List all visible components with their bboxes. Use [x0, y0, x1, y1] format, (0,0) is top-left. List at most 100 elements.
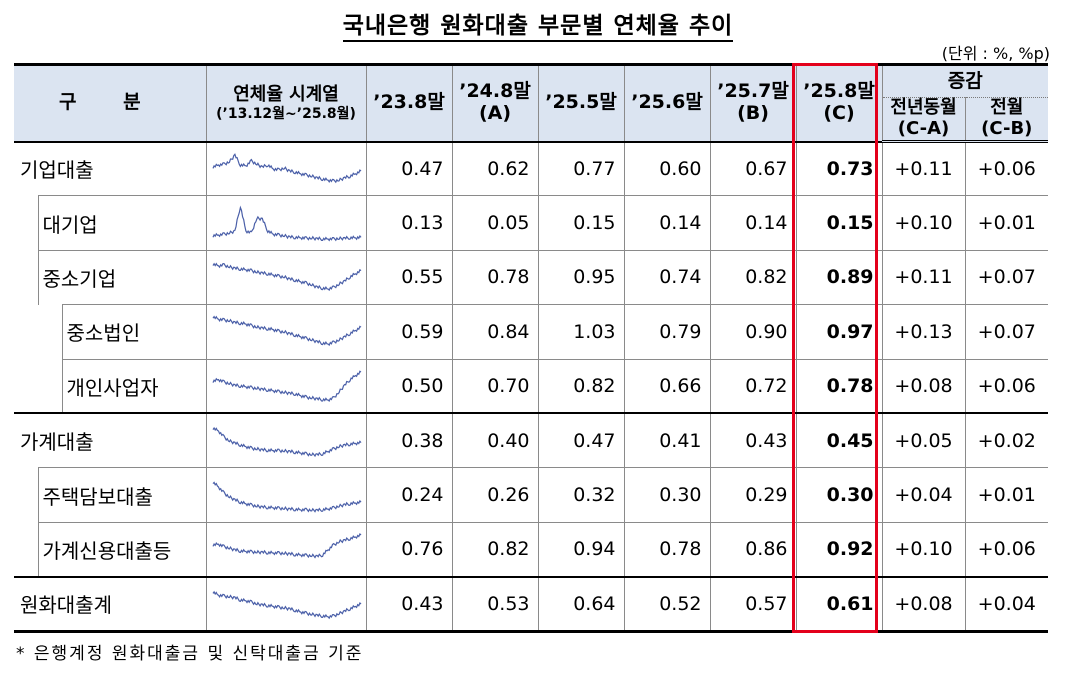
header-category: 구 분: [14, 63, 207, 142]
value-cell: 0.89: [795, 249, 883, 305]
value-cell: 0.43: [365, 575, 453, 633]
indent-cell: [38, 359, 63, 414]
value-cell: 0.82: [709, 249, 797, 305]
indent-cell: [14, 522, 39, 577]
sparkline-path: [212, 481, 361, 513]
value-cell: 0.78: [795, 358, 883, 414]
indent-cell: [14, 305, 38, 359]
value-cell: 0.70: [451, 358, 539, 414]
value-cell: 1.03: [537, 304, 625, 360]
header-change: 증감: [881, 63, 1049, 98]
indent-cell: [14, 195, 39, 251]
yoy-cell: +0.08: [881, 358, 966, 414]
table-row: 기업대출 0.47 0.62 0.77 0.60 0.67 0.73 +0.11 +0.06: [14, 140, 1049, 196]
value-cell: 0.29: [709, 467, 797, 523]
sparkline-cell: [205, 195, 367, 251]
value-cell: 0.76: [365, 521, 453, 577]
value-cell: 0.55: [365, 249, 453, 305]
table-row: 개인사업자 0.50 0.70 0.82 0.66 0.72 0.78 +0.08 +0.06: [14, 358, 1049, 414]
sparkline-cell: [205, 575, 367, 633]
sparkline-path: [212, 590, 361, 619]
value-cell: 0.57: [709, 575, 797, 633]
header-col6: ’25.8말 (C): [795, 63, 883, 142]
value-cell: 0.47: [537, 412, 625, 468]
sparkline-chart: [212, 426, 361, 457]
footnote: * 은행계정 원화대출금 및 신탁대출금 기준: [16, 644, 364, 664]
row-label: 가계신용대출등: [38, 521, 207, 577]
mom-cell: +0.06: [964, 358, 1049, 414]
row-label: 개인사업자: [62, 358, 207, 414]
value-cell: 0.26: [451, 467, 539, 523]
value-cell: 0.24: [365, 467, 453, 523]
indent-cell: [14, 359, 38, 413]
row-label: 원화대출계: [14, 575, 207, 633]
sparkline-path: [211, 533, 361, 559]
yoy-cell: +0.08: [881, 575, 966, 633]
value-cell: 0.67: [709, 140, 797, 196]
sparkline-cell: [205, 358, 367, 414]
sparkline-cell: [205, 304, 367, 360]
header-series: 연체율 시계열 (’13.12월~’25.8월): [205, 63, 367, 142]
unit-note: (단위 : %, %p): [941, 44, 1050, 63]
value-cell: 0.52: [623, 575, 711, 633]
value-cell: 0.61: [795, 575, 883, 633]
header-mom: 전월 (C-B): [964, 97, 1049, 143]
sparkline-chart: [211, 153, 361, 184]
value-cell: 0.30: [795, 467, 883, 523]
page-title: 국내은행 원화대출 부문별 연체율 추이: [0, 6, 1076, 42]
table-row: 주택담보대출 0.24 0.26 0.32 0.30 0.29 0.30 +0.04 +0.01: [14, 467, 1049, 523]
sparkline-path: [212, 315, 361, 347]
value-cell: 0.62: [451, 140, 539, 196]
value-cell: 0.41: [623, 412, 711, 468]
indent-cell: [14, 250, 39, 305]
mom-cell: +0.01: [964, 467, 1049, 523]
value-cell: 0.14: [623, 195, 711, 251]
table-row: 중소기업 0.55 0.78 0.95 0.74 0.82 0.89 +0.11 +0.07: [14, 249, 1049, 305]
value-cell: 0.45: [795, 412, 883, 468]
yoy-cell: +0.04: [881, 467, 966, 523]
sparkline-chart: [212, 315, 361, 347]
row-label: 기업대출: [14, 140, 207, 196]
value-cell: 0.79: [623, 304, 711, 360]
yoy-cell: +0.05: [881, 412, 966, 468]
header-col4: ’25.6말: [623, 63, 711, 142]
value-cell: 0.15: [795, 195, 883, 251]
value-cell: 0.64: [537, 575, 625, 633]
sparkline-path: [212, 426, 361, 457]
sparkline-cell: [205, 521, 367, 577]
value-cell: 0.77: [537, 140, 625, 196]
header-col2: ’24.8말 (A): [451, 63, 539, 142]
value-cell: 0.90: [709, 304, 797, 360]
yoy-cell: +0.13: [881, 304, 966, 360]
value-cell: 0.74: [623, 249, 711, 305]
value-cell: 0.78: [451, 249, 539, 305]
value-cell: 0.53: [451, 575, 539, 633]
value-cell: 0.13: [365, 195, 453, 251]
value-cell: 0.59: [365, 304, 453, 360]
sparkline-cell: [205, 467, 367, 523]
yoy-cell: +0.10: [881, 195, 966, 251]
value-cell: 0.78: [623, 521, 711, 577]
value-cell: 0.05: [451, 195, 539, 251]
sparkline-chart: [212, 481, 361, 513]
sparkline-path: [211, 205, 362, 242]
value-cell: 0.43: [709, 412, 797, 468]
value-cell: 0.14: [709, 195, 797, 251]
value-cell: 0.60: [623, 140, 711, 196]
row-label: 대기업: [38, 195, 207, 251]
value-cell: 0.66: [623, 358, 711, 414]
table-row: 대기업 0.13 0.05 0.15 0.14 0.14 0.15 +0.10 +0.01: [14, 195, 1049, 251]
value-cell: 0.72: [709, 358, 797, 414]
row-label: 중소법인: [62, 304, 207, 360]
delinquency-table: 구 분 연체율 시계열 (’13.12월~’25.8월) ’23.8말 ’24.…: [14, 63, 1049, 633]
value-cell: 0.86: [709, 521, 797, 577]
indent-cell: [38, 304, 63, 360]
value-cell: 0.95: [537, 249, 625, 305]
value-cell: 0.50: [365, 358, 453, 414]
value-cell: 0.92: [795, 521, 883, 577]
mom-cell: +0.04: [964, 575, 1049, 633]
sparkline-chart: [212, 590, 361, 619]
value-cell: 0.94: [537, 521, 625, 577]
sparkline-path: [212, 262, 361, 292]
mom-cell: +0.02: [964, 412, 1049, 468]
